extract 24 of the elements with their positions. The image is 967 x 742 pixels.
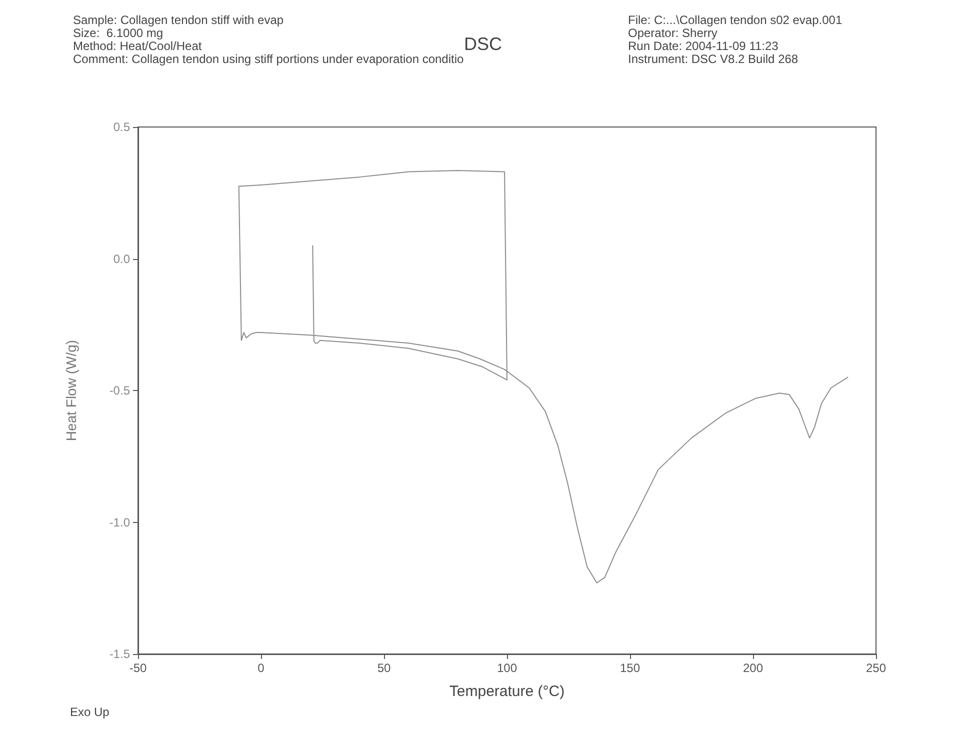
x-tick-label: 50 <box>377 661 391 675</box>
x-tick-label: 250 <box>866 661 886 675</box>
y-axis-title: Heat Flow (W/g) <box>63 340 79 442</box>
text: Sample: Collagen tendon stiff with evap <box>73 13 284 27</box>
text: Size: 6.1000 mg <box>73 26 164 40</box>
x-axis-title: Temperature (°C) <box>449 683 565 700</box>
text: Method: Heat/Cool/Heat <box>73 39 202 53</box>
text: Comment: Collagen tendon using stiff portions under evaporation conditio <box>73 52 464 66</box>
text: Run Date: 2004-11-09 11:23 <box>628 39 779 53</box>
x-tick-label: 150 <box>620 661 640 675</box>
x-tick-label: -50 <box>129 661 147 675</box>
y-tick-label: 0.5 <box>113 120 130 134</box>
y-tick-label: 0.0 <box>113 252 130 266</box>
x-tick-label: 200 <box>742 661 764 675</box>
x-tick-label: 100 <box>496 661 518 675</box>
text: Exo Up <box>70 705 110 719</box>
y-tick-label: -1.5 <box>109 647 130 661</box>
text: Instrument: DSC V8.2 Build 268 <box>628 52 798 66</box>
text: File: C:...\Collagen tendon s02 evap.001 <box>628 13 842 27</box>
y-tick-label: -0.5 <box>109 384 130 398</box>
text: Operator: Sherry <box>628 26 718 40</box>
x-tick-label: 0 <box>258 661 265 675</box>
y-tick-label: -1.0 <box>109 515 130 530</box>
chart-title: DSC <box>464 34 502 54</box>
